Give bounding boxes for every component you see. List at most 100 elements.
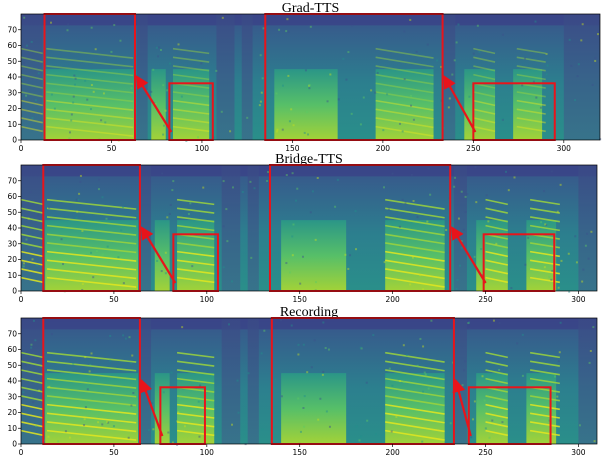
panel-title: Bridge-TTS: [275, 152, 343, 167]
harmonic-stripe: [473, 125, 496, 133]
spectrogram-speckle: [95, 250, 98, 253]
spectrogram-speckle: [109, 334, 112, 337]
spectrogram-top-band: [21, 14, 600, 26]
spectrogram-speckle: [362, 96, 365, 99]
harmonic-stripe: [20, 99, 43, 107]
spectrogram-speckle: [97, 421, 100, 424]
spectrogram-speckle: [448, 97, 451, 100]
spectrogram-speckle: [366, 419, 369, 422]
harmonic-stripe: [176, 403, 215, 411]
y-tick-label: 20: [7, 408, 17, 417]
y-tick-label: 40: [7, 377, 17, 386]
y-tick-label: 30: [7, 239, 17, 248]
harmonic-stripe: [46, 216, 137, 228]
spectrogram-speckle: [285, 174, 288, 177]
spectrogram-speckle: [459, 131, 462, 134]
spectrogram-speckle: [84, 406, 87, 409]
harmonic-stripe: [46, 73, 134, 85]
spectrogram-speckle: [164, 272, 167, 275]
y-tick-label: 50: [7, 57, 17, 66]
spectrogram-speckle: [556, 395, 559, 398]
spectrogram-dark-region: [247, 318, 259, 444]
spectrogram-speckle: [48, 206, 51, 209]
spectrogram-energy-region: [154, 220, 170, 291]
spectrogram-speckle: [464, 360, 467, 363]
spectrogram-speckle: [579, 336, 582, 339]
harmonic-stripe: [176, 395, 215, 402]
spectrogram-speckle: [337, 98, 340, 101]
spectrogram-speckle: [415, 50, 418, 53]
spectrogram-speckle: [302, 343, 305, 346]
spectrogram-speckle: [86, 388, 89, 391]
spectrogram-speckle: [416, 216, 419, 219]
harmonic-stripe: [46, 47, 134, 59]
spectrogram-speckle: [68, 131, 71, 134]
spectrogram-speckle: [567, 252, 570, 255]
spectrogram-speckle: [354, 248, 357, 251]
harmonic-stripe: [176, 250, 215, 258]
harmonic-stripe: [46, 56, 134, 68]
spectrogram-speckle: [181, 326, 184, 329]
harmonic-stripe: [176, 224, 215, 232]
spectrogram-speckle: [327, 348, 330, 351]
harmonic-stripe: [375, 91, 434, 103]
spectrogram-speckle: [445, 229, 448, 232]
harmonic-stripe: [176, 412, 215, 419]
harmonic-stripe: [46, 233, 137, 245]
harmonic-stripe: [176, 216, 215, 223]
spectrogram-speckle: [354, 210, 357, 213]
spectrogram-speckle: [90, 26, 93, 29]
harmonic-stripe: [46, 198, 137, 210]
spectrogram-speckle: [250, 256, 253, 259]
spectrogram-speckle: [34, 99, 37, 102]
spectrogram-speckle: [424, 373, 427, 376]
harmonic-stripe: [485, 403, 508, 411]
spectrogram-speckle: [25, 44, 28, 47]
spectrogram-speckle: [22, 262, 25, 265]
zoom-arrow-1: [135, 75, 173, 133]
spectrogram-speckle: [290, 108, 293, 111]
harmonic-stripe: [485, 207, 508, 214]
spectrogram-speckle: [360, 435, 363, 438]
harmonic-stripe: [46, 207, 137, 219]
harmonic-stripe: [385, 360, 445, 372]
spectrogram-speckle: [50, 93, 53, 96]
spectrogram-speckle: [492, 319, 495, 322]
x-tick-label: 150: [285, 144, 300, 153]
spectrogram-dark-region: [247, 165, 259, 291]
spectrogram-speckle: [317, 418, 320, 421]
spectrogram-speckle: [410, 104, 413, 107]
harmonic-stripe: [172, 108, 210, 115]
spectrogram-speckle: [449, 422, 452, 425]
harmonic-stripe: [375, 47, 434, 59]
harmonic-stripe: [20, 91, 43, 98]
spectrogram-speckle: [455, 287, 458, 290]
spectrogram-speckle: [288, 120, 291, 123]
spectrogram-speckle: [387, 208, 390, 211]
spectrogram-speckle: [259, 54, 262, 57]
harmonic-stripe: [385, 351, 445, 363]
spectrogram-speckle: [460, 240, 463, 243]
harmonic-stripe: [385, 268, 445, 280]
harmonic-stripe: [46, 117, 134, 129]
harmonic-stripe: [46, 403, 137, 415]
spectrogram-speckle: [488, 436, 491, 439]
spectrogram-speckle: [22, 391, 25, 394]
harmonic-stripe: [46, 242, 137, 254]
harmonic-stripe: [46, 91, 134, 103]
harmonic-stripe: [46, 125, 134, 137]
harmonic-stripe: [473, 91, 496, 98]
spectrogram-speckle: [505, 170, 508, 173]
y-tick-label: 50: [7, 208, 17, 217]
spectrogram-speckle: [468, 438, 471, 441]
spectrogram-speckle: [72, 101, 75, 104]
spectrogram-dark-region: [453, 165, 467, 291]
spectrogram-speckle: [61, 263, 64, 266]
spectrogram-speckle: [25, 238, 28, 241]
spectrogram-speckle: [422, 288, 425, 291]
harmonic-stripe: [20, 82, 43, 89]
spectrogram-speckle: [577, 63, 580, 66]
harmonic-stripe: [385, 429, 445, 441]
harmonic-stripe: [176, 207, 215, 214]
spectrogram-speckle: [454, 176, 457, 179]
